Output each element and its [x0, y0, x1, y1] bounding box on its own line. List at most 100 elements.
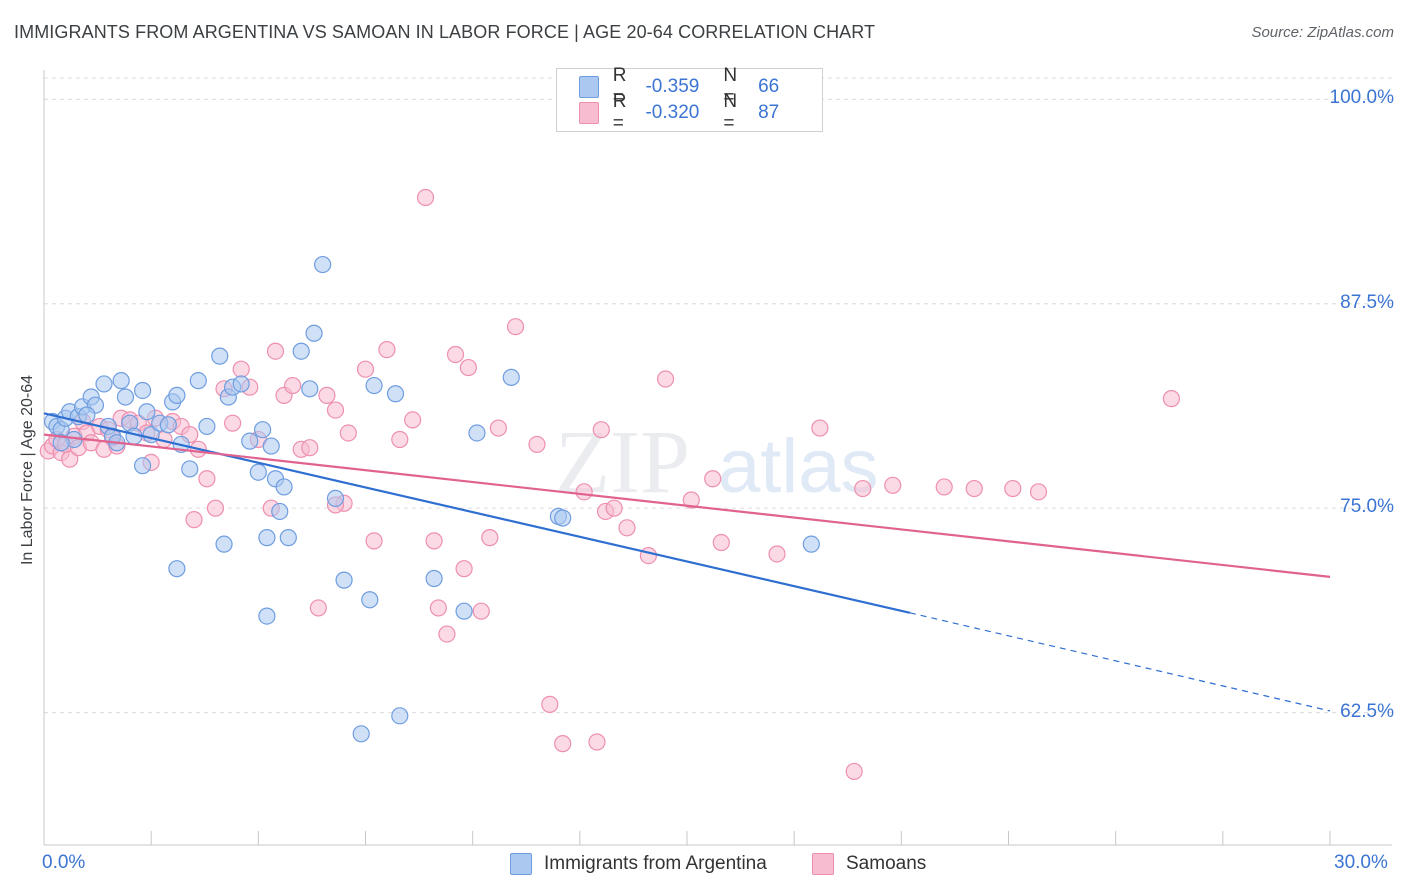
- point-samoans: [318, 386, 336, 404]
- point-samoans: [554, 735, 572, 753]
- point-argentina: [112, 372, 130, 390]
- legend-swatch-samoans: [579, 102, 599, 124]
- point-samoans: [1029, 483, 1048, 501]
- point-samoans: [459, 358, 477, 377]
- point-samoans: [425, 532, 443, 550]
- point-argentina: [271, 502, 289, 521]
- grid-lines: [44, 77, 1392, 714]
- point-argentina: [352, 725, 370, 743]
- point-argentina: [254, 421, 272, 439]
- point-samoans: [618, 519, 636, 537]
- point-samoans: [185, 511, 203, 529]
- point-samoans: [1162, 390, 1180, 408]
- point-argentina: [116, 388, 135, 406]
- point-samoans: [472, 602, 490, 620]
- point-samoans: [224, 414, 242, 432]
- point-argentina: [455, 602, 473, 620]
- point-argentina: [361, 591, 379, 609]
- bottom-legend-label-argentina: Immigrants from Argentina: [544, 853, 767, 874]
- point-samoans: [639, 547, 658, 565]
- legend-swatch-argentina: [579, 76, 599, 98]
- point-argentina: [215, 535, 233, 553]
- point-samoans: [339, 424, 357, 442]
- y-tick-label: 100.0%: [1329, 87, 1394, 109]
- point-samoans: [232, 360, 250, 378]
- point-samoans: [365, 532, 383, 550]
- trend-line-argentina: [43, 412, 911, 614]
- source-note: Source: ZipAtlas.com: [1251, 24, 1394, 41]
- point-argentina: [554, 509, 572, 527]
- bottom-legend-swatch-samoans: [812, 853, 834, 875]
- point-samoans: [404, 411, 422, 429]
- point-samoans: [391, 430, 409, 449]
- point-argentina: [314, 255, 332, 274]
- point-samoans: [588, 733, 606, 751]
- point-argentina: [52, 434, 70, 452]
- point-argentina: [168, 386, 186, 404]
- point-argentina: [468, 424, 486, 442]
- watermark-atlas: atlas: [718, 424, 879, 509]
- bottom-legend-samoans: Samoans: [812, 852, 926, 876]
- legend-row-argentina: R = -0.359 N = 66: [579, 65, 822, 108]
- point-argentina: [391, 707, 409, 725]
- bottom-legend-argentina: Immigrants from Argentina: [510, 852, 767, 876]
- watermark-zip: ZIP: [555, 413, 690, 512]
- point-samoans: [206, 499, 225, 517]
- point-samoans: [592, 421, 610, 439]
- point-argentina: [258, 607, 276, 625]
- point-samoans: [541, 695, 559, 713]
- point-argentina: [78, 406, 96, 424]
- point-samoans: [326, 401, 345, 419]
- point-argentina: [241, 432, 259, 450]
- point-samoans: [61, 450, 79, 468]
- point-argentina: [258, 529, 276, 547]
- point-argentina: [262, 437, 280, 455]
- chart-title: IMMIGRANTS FROM ARGENTINA VS SAMOAN IN L…: [14, 22, 876, 42]
- point-argentina: [425, 569, 443, 588]
- legend-r-label: R =: [612, 65, 627, 108]
- point-samoans: [489, 419, 507, 437]
- point-argentina: [232, 375, 250, 393]
- point-samoans: [455, 560, 473, 578]
- trend-line-argentina-extension: [909, 612, 1331, 712]
- point-argentina: [133, 457, 152, 475]
- bottom-legend-swatch-argentina: [510, 853, 532, 875]
- point-samoans: [884, 476, 902, 494]
- point-argentina: [502, 368, 520, 386]
- point-samoans: [854, 479, 872, 498]
- x-tick-label-max: 30.0%: [1334, 852, 1388, 873]
- point-argentina: [95, 375, 113, 393]
- point-samoans: [429, 599, 447, 617]
- legend-r-value: -0.359: [645, 76, 700, 97]
- point-argentina: [301, 380, 319, 398]
- point-argentina: [159, 416, 177, 434]
- point-samoans: [575, 483, 593, 501]
- point-argentina: [189, 372, 207, 390]
- point-argentina: [305, 324, 323, 342]
- point-samoans: [284, 376, 302, 395]
- point-argentina: [365, 376, 383, 395]
- point-samoans: [656, 370, 675, 388]
- point-samoans: [1004, 479, 1022, 498]
- y-tick-label: 87.5%: [1340, 291, 1394, 313]
- point-samoans: [768, 545, 786, 563]
- point-samoans: [935, 478, 953, 496]
- point-argentina: [198, 417, 216, 436]
- point-samoans: [965, 479, 983, 498]
- point-samoans: [438, 625, 456, 643]
- point-argentina: [211, 347, 229, 365]
- point-argentina: [292, 342, 310, 360]
- point-samoans: [356, 360, 375, 378]
- legend-n-value: 66: [758, 76, 780, 97]
- point-samoans: [266, 342, 285, 360]
- point-argentina: [335, 571, 353, 589]
- point-samoans: [845, 762, 863, 781]
- point-samoans: [416, 188, 435, 207]
- point-samoans: [506, 318, 525, 336]
- point-samoans: [811, 419, 829, 437]
- point-samoans: [446, 345, 465, 364]
- legend-r-label: R =: [612, 91, 627, 134]
- point-argentina: [168, 560, 186, 578]
- series-argentina-points: [43, 255, 820, 743]
- point-samoans: [528, 435, 546, 454]
